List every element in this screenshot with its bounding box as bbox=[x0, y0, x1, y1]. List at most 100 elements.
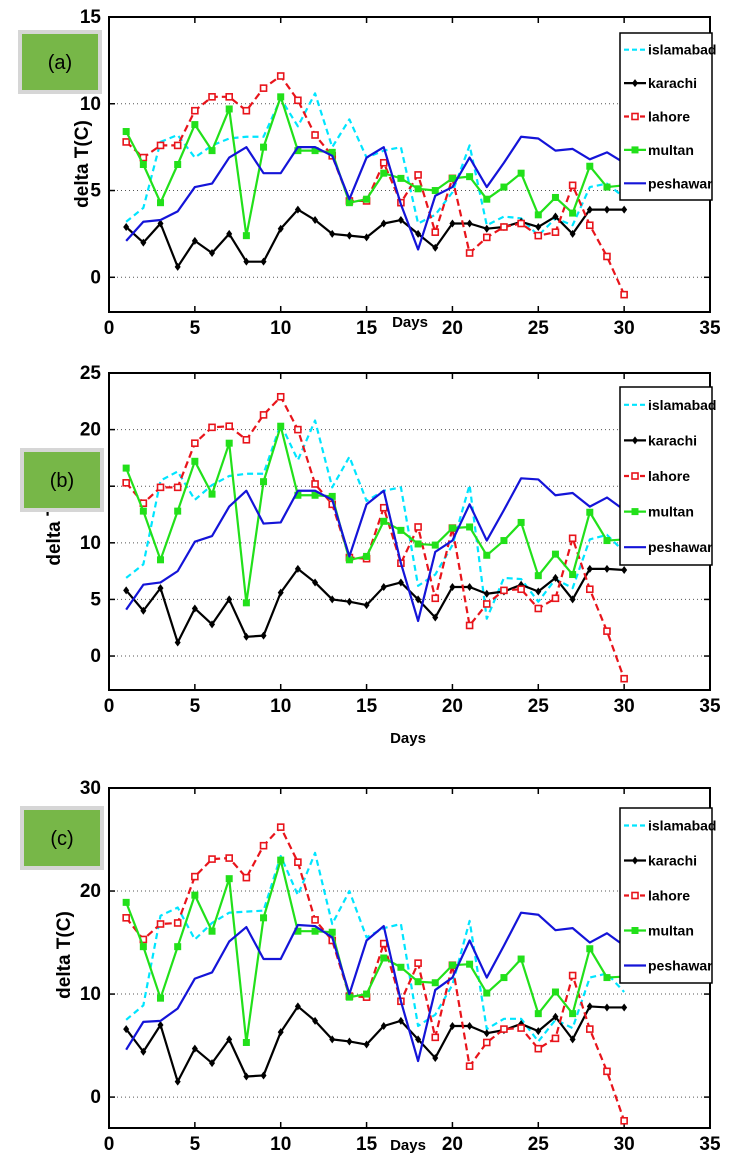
data-point-multan bbox=[277, 422, 285, 430]
data-point-karachi bbox=[140, 606, 147, 615]
data-point-karachi bbox=[312, 216, 319, 225]
data-point-karachi bbox=[123, 222, 130, 231]
data-point-multan bbox=[157, 994, 165, 1002]
data-point-karachi bbox=[466, 582, 473, 591]
data-point-karachi bbox=[397, 578, 404, 587]
x-tick-label: 5 bbox=[190, 318, 201, 339]
data-point-multan bbox=[208, 147, 216, 155]
x-tick-label: 10 bbox=[270, 318, 291, 339]
data-point-lahore bbox=[276, 392, 285, 401]
data-point-multan bbox=[431, 187, 439, 195]
data-point-multan bbox=[260, 478, 268, 486]
data-point-lahore bbox=[620, 1116, 628, 1125]
data-point-lahore bbox=[517, 1024, 525, 1032]
data-point-lahore bbox=[500, 223, 508, 231]
data-point-multan bbox=[534, 1010, 542, 1018]
data-point-multan bbox=[139, 943, 147, 951]
panel-tag-label: (b) bbox=[50, 470, 74, 492]
data-point-lahore bbox=[311, 480, 319, 488]
data-point-lahore bbox=[414, 171, 422, 179]
data-point-lahore bbox=[551, 228, 560, 236]
data-point-multan bbox=[431, 541, 439, 549]
data-point-karachi bbox=[243, 1072, 250, 1081]
data-point-karachi bbox=[243, 632, 250, 641]
data-point-lahore bbox=[242, 106, 251, 115]
data-point-karachi bbox=[415, 1035, 422, 1044]
x-tick-label: 15 bbox=[356, 696, 378, 717]
data-point-multan bbox=[191, 891, 199, 899]
data-point-multan bbox=[500, 183, 508, 191]
data-point-lahore bbox=[311, 131, 319, 139]
data-point-lahore bbox=[311, 916, 319, 924]
x-tick-label: 30 bbox=[614, 696, 635, 717]
data-point-karachi bbox=[157, 584, 164, 593]
data-point-karachi bbox=[294, 564, 301, 573]
legend: islamabad karachi lahore multan peshawar bbox=[619, 807, 716, 984]
data-point-karachi bbox=[312, 578, 319, 587]
data-point-multan bbox=[294, 491, 302, 499]
panel-tag-box bbox=[20, 806, 104, 870]
data-point-multan bbox=[345, 556, 353, 564]
data-point-lahore bbox=[465, 621, 474, 630]
legend-label-lahore: lahore bbox=[648, 109, 690, 125]
data-point-multan bbox=[363, 195, 371, 203]
data-point-multan bbox=[397, 963, 405, 971]
x-tick-label: 35 bbox=[699, 696, 721, 717]
data-point-lahore bbox=[517, 585, 525, 594]
panel-tag-2: (c) bbox=[20, 806, 104, 870]
data-point-multan bbox=[122, 128, 130, 136]
data-point-karachi bbox=[363, 233, 370, 242]
data-point-lahore bbox=[585, 1025, 594, 1033]
y-tick-label: 5 bbox=[90, 181, 101, 202]
data-point-karachi bbox=[449, 582, 456, 591]
data-point-karachi bbox=[569, 1035, 576, 1044]
legend-label-islamabad: islamabad bbox=[648, 818, 716, 834]
data-point-karachi bbox=[260, 257, 267, 266]
data-point-lahore bbox=[259, 841, 268, 850]
data-point-multan bbox=[328, 148, 336, 156]
data-point-lahore bbox=[225, 854, 233, 862]
data-point-multan bbox=[397, 526, 405, 534]
data-point-karachi bbox=[294, 1002, 301, 1011]
data-point-karachi bbox=[432, 613, 439, 622]
data-point-lahore bbox=[276, 823, 285, 831]
data-point-lahore bbox=[551, 594, 560, 603]
legend-label-karachi: karachi bbox=[648, 853, 697, 869]
x-tick-label: 35 bbox=[699, 1134, 721, 1155]
legend-label-karachi: karachi bbox=[648, 432, 697, 448]
y-tick-label: 0 bbox=[90, 1087, 101, 1108]
x-axis-label: Days bbox=[392, 314, 428, 331]
data-point-multan bbox=[225, 105, 233, 113]
x-tick-label: 15 bbox=[356, 318, 378, 339]
data-point-lahore bbox=[465, 249, 474, 257]
data-point-multan bbox=[448, 174, 456, 182]
data-point-multan bbox=[551, 193, 559, 201]
data-point-multan bbox=[483, 551, 491, 559]
data-point-lahore bbox=[225, 422, 233, 431]
data-point-karachi bbox=[260, 631, 267, 640]
data-point-multan bbox=[586, 508, 594, 516]
x-tick-label: 5 bbox=[190, 696, 201, 717]
data-point-lahore bbox=[568, 181, 577, 190]
data-point-multan bbox=[517, 518, 525, 526]
data-point-multan bbox=[139, 161, 147, 168]
data-point-multan bbox=[603, 974, 611, 982]
data-point-multan bbox=[414, 978, 422, 986]
data-point-lahore bbox=[534, 1044, 543, 1053]
data-point-karachi bbox=[483, 1029, 490, 1038]
data-point-lahore bbox=[603, 1067, 611, 1076]
data-point-karachi bbox=[329, 595, 336, 604]
data-point-lahore bbox=[379, 503, 388, 512]
data-point-multan bbox=[397, 174, 405, 182]
panel-tag-label: (c) bbox=[50, 828, 73, 850]
data-point-lahore bbox=[517, 219, 525, 228]
series-line-peshawar bbox=[125, 477, 625, 623]
plot-area bbox=[122, 392, 628, 683]
x-tick-label: 35 bbox=[699, 318, 721, 339]
data-point-lahore bbox=[568, 534, 577, 543]
data-point-karachi bbox=[518, 1019, 525, 1028]
data-point-lahore bbox=[603, 252, 611, 261]
data-point-lahore bbox=[156, 920, 165, 928]
data-point-multan bbox=[551, 988, 559, 996]
